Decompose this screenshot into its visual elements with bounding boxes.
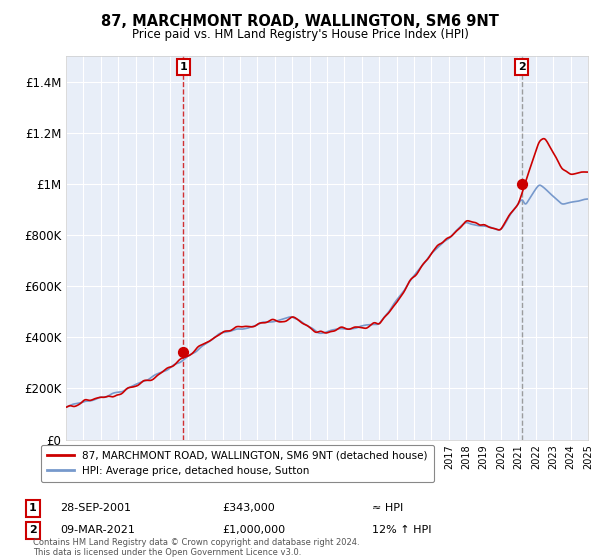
- Point: [179, 347, 188, 356]
- Text: 09-MAR-2021: 09-MAR-2021: [60, 525, 135, 535]
- Text: 28-SEP-2001: 28-SEP-2001: [60, 503, 131, 514]
- Text: Contains HM Land Registry data © Crown copyright and database right 2024.
This d: Contains HM Land Registry data © Crown c…: [33, 538, 359, 557]
- Text: 12% ↑ HPI: 12% ↑ HPI: [372, 525, 431, 535]
- Legend: 87, MARCHMONT ROAD, WALLINGTON, SM6 9NT (detached house), HPI: Average price, de: 87, MARCHMONT ROAD, WALLINGTON, SM6 9NT …: [41, 445, 434, 482]
- Text: 2: 2: [29, 525, 37, 535]
- Text: £1,000,000: £1,000,000: [222, 525, 285, 535]
- Text: 1: 1: [179, 62, 187, 72]
- Text: £343,000: £343,000: [222, 503, 275, 514]
- Text: 1: 1: [29, 503, 37, 514]
- Text: 87, MARCHMONT ROAD, WALLINGTON, SM6 9NT: 87, MARCHMONT ROAD, WALLINGTON, SM6 9NT: [101, 14, 499, 29]
- Point: [517, 179, 526, 188]
- Text: 2: 2: [518, 62, 526, 72]
- Text: ≈ HPI: ≈ HPI: [372, 503, 403, 514]
- Text: Price paid vs. HM Land Registry's House Price Index (HPI): Price paid vs. HM Land Registry's House …: [131, 28, 469, 41]
